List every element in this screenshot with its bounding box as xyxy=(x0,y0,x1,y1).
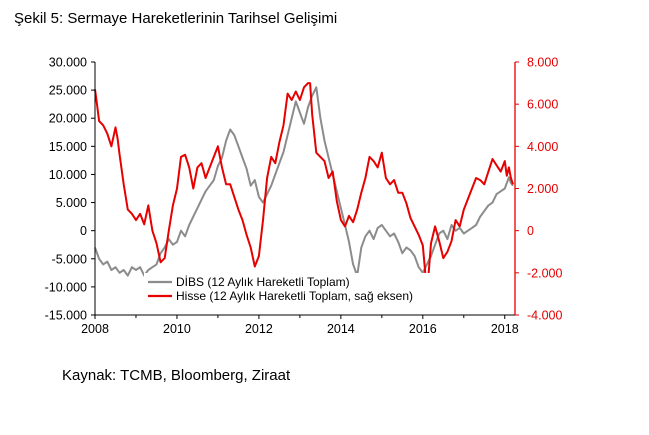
left-tick-label: 0 xyxy=(80,224,87,238)
right-tick-label: 6.000 xyxy=(527,98,558,112)
source-note: Kaynak: TCMB, Bloomberg, Ziraat xyxy=(62,367,291,384)
left-tick-label: 25.000 xyxy=(49,84,87,98)
x-tick-label: 2018 xyxy=(491,322,519,336)
right-tick-label: -2.000 xyxy=(527,266,562,280)
right-tick-label: 4.000 xyxy=(527,140,558,154)
left-tick-label: 5.000 xyxy=(56,196,87,210)
left-tick-label: 10.000 xyxy=(49,168,87,182)
series-layer xyxy=(94,82,514,295)
x-tick-label: 2008 xyxy=(81,322,109,336)
x-tick-label: 2016 xyxy=(409,322,437,336)
x-tick-label: 2014 xyxy=(327,322,355,336)
x-tick-label: 2012 xyxy=(245,322,273,336)
legend: DİBS (12 Aylık Hareketli Toplam)Hisse (1… xyxy=(144,273,484,303)
left-tick-label: -10.000 xyxy=(45,280,87,294)
left-tick-label: -15.000 xyxy=(45,309,87,323)
legend-box xyxy=(144,273,484,303)
left-tick-label: 30.000 xyxy=(49,56,87,70)
right-tick-label: 8.000 xyxy=(527,56,558,70)
left-tick-label: 20.000 xyxy=(49,112,87,126)
right-tick-label: -4.000 xyxy=(527,309,562,323)
legend-label: DİBS (12 Aylık Hareketli Toplam) xyxy=(176,275,350,289)
x-tick-label: 2010 xyxy=(163,322,191,336)
legend-label: Hisse (12 Aylık Hareketli Toplam, sağ ek… xyxy=(176,289,413,303)
left-tick-label: 15.000 xyxy=(49,140,87,154)
series-line-dibs xyxy=(94,86,514,277)
chart-title: Şekil 5: Sermaye Hareketlerinin Tarihsel… xyxy=(14,10,338,27)
right-tick-label: 0 xyxy=(527,224,534,238)
right-tick-label: 2.000 xyxy=(527,182,558,196)
axes-layer: 30.000 25.000 20.000 15.000 10.000 5.000 0 -5.0… xyxy=(45,56,563,337)
series-line-hisse xyxy=(94,82,514,295)
left-tick-label: -5.000 xyxy=(52,252,87,266)
